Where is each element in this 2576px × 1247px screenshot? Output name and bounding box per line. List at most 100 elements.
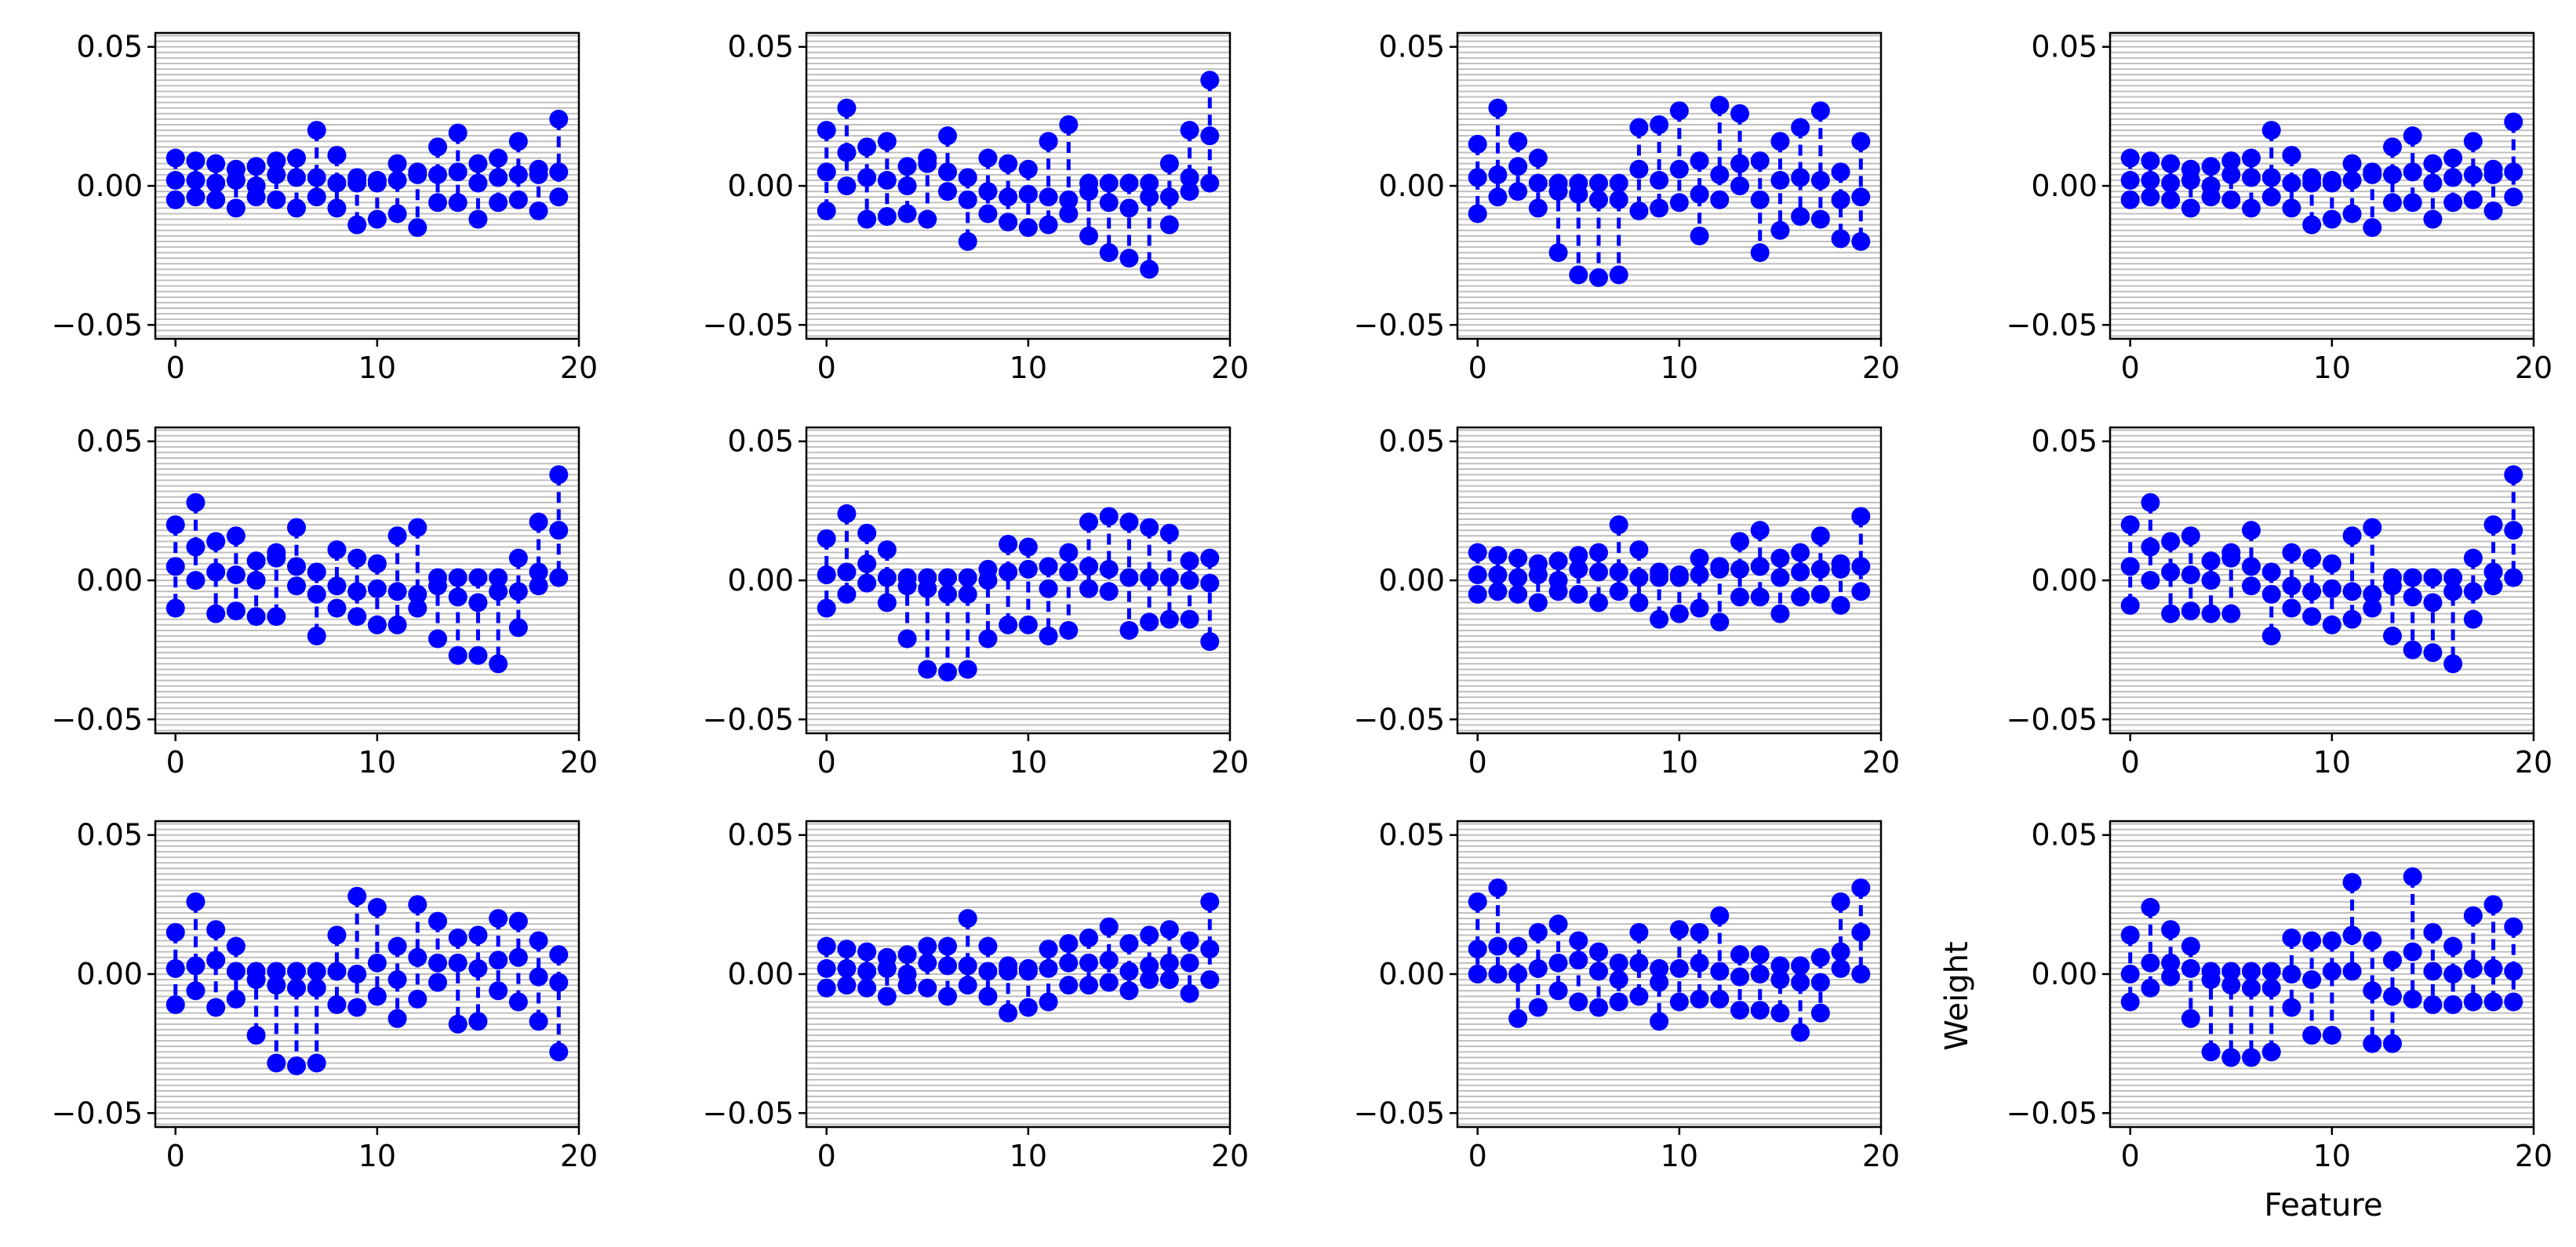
data-point (1508, 157, 1528, 176)
data-point (1079, 182, 1098, 202)
data-point (206, 604, 226, 624)
data-point (2363, 165, 2382, 184)
data-point (837, 143, 857, 162)
x-tick-label: 0 (1468, 745, 1487, 780)
x-tick-label: 20 (1862, 1139, 1900, 1173)
data-point (877, 568, 897, 587)
data-point (287, 576, 306, 596)
data-point (857, 168, 877, 187)
data-point (2302, 931, 2322, 951)
data-point (817, 201, 836, 220)
data-point (549, 187, 569, 207)
data-point (287, 168, 306, 187)
data-point (428, 911, 447, 931)
y-tick-label: −0.05 (52, 702, 143, 736)
data-point (1569, 992, 1588, 1012)
data-point (958, 231, 977, 251)
x-tick-label: 20 (560, 351, 598, 385)
data-point (978, 962, 998, 981)
data-point (508, 582, 528, 602)
data-point (1609, 953, 1628, 973)
x-tick-label: 10 (2313, 745, 2351, 780)
data-point (1039, 579, 1058, 598)
data-point (2161, 532, 2181, 551)
x-tick-label: 10 (2313, 1139, 2351, 1173)
markers (2120, 465, 2523, 674)
data-point (2342, 526, 2362, 546)
data-point (267, 962, 286, 981)
data-point (1528, 148, 1548, 168)
data-point (938, 568, 957, 587)
data-point (817, 529, 836, 548)
data-point (428, 629, 447, 649)
data-point (1140, 518, 1159, 537)
data-point (2443, 193, 2463, 213)
data-point (2161, 562, 2181, 582)
data-point (246, 157, 266, 176)
data-point (1690, 565, 1709, 584)
data-point (489, 168, 508, 187)
data-point (549, 162, 569, 182)
data-point (1690, 922, 1709, 942)
data-point (1468, 940, 1487, 959)
data-point (468, 958, 488, 978)
data-point (1488, 878, 1508, 898)
subplot-9: −0.05 0.00 0.05 0 10 20 (52, 818, 599, 1173)
data-point (2363, 1034, 2382, 1053)
data-point (2383, 576, 2402, 596)
data-point (817, 162, 836, 182)
data-point (2383, 193, 2402, 213)
data-point (857, 942, 877, 962)
data-point (347, 607, 367, 627)
x-tick-label: 20 (560, 745, 598, 780)
data-point (2463, 958, 2483, 978)
data-point (2504, 992, 2523, 1012)
data-point (408, 584, 428, 604)
data-point (1039, 187, 1058, 207)
gridlines (155, 429, 579, 732)
data-point (1851, 132, 1871, 151)
data-point (857, 962, 877, 981)
data-point (267, 976, 286, 995)
data-point (2423, 962, 2443, 981)
data-point (2363, 981, 2382, 1001)
data-point (1730, 559, 1749, 579)
data-point (1488, 936, 1508, 956)
data-point (1528, 998, 1548, 1017)
data-point (2261, 121, 2281, 140)
y-tick-label: 0.05 (1378, 424, 1445, 459)
data-point (1650, 609, 1669, 629)
data-point (387, 615, 407, 634)
data-point (1569, 546, 1588, 565)
data-point (1750, 151, 1770, 171)
data-point (1629, 953, 1649, 973)
data-point (1140, 613, 1159, 632)
data-point (2302, 173, 2322, 193)
data-point (2463, 190, 2483, 209)
data-point (2443, 965, 2463, 983)
data-point (1039, 132, 1058, 151)
data-point (1589, 998, 1608, 1017)
data-point (468, 568, 488, 587)
data-point (1059, 204, 1079, 224)
data-point (918, 660, 937, 679)
markers (1468, 96, 1871, 287)
data-point (468, 154, 488, 173)
data-point (2261, 1042, 2281, 1062)
data-point (206, 173, 226, 193)
data-point (226, 526, 246, 546)
data-point (999, 154, 1018, 173)
markers (817, 892, 1220, 1023)
data-point (549, 568, 569, 587)
x-tick-label: 20 (1211, 745, 1249, 780)
data-point (508, 911, 528, 931)
data-point (246, 571, 266, 590)
data-point (1059, 953, 1079, 973)
data-point (1018, 184, 1038, 204)
data-point (1119, 512, 1139, 532)
data-point (1200, 173, 1220, 193)
data-point (1119, 620, 1139, 640)
data-point (508, 190, 528, 209)
data-point (1710, 190, 1730, 209)
data-point (2322, 554, 2341, 573)
